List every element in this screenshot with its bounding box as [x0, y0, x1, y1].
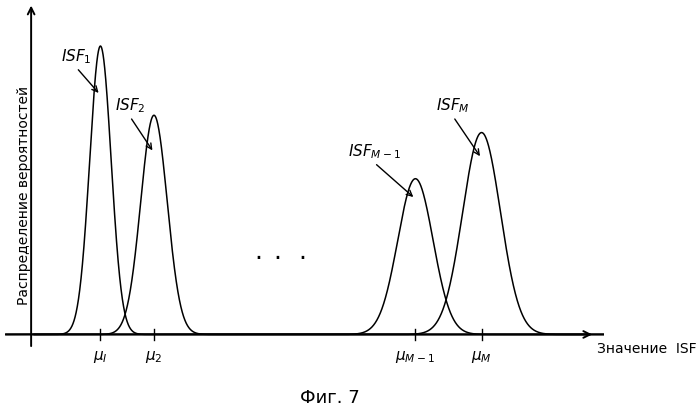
Text: $\mu_M$: $\mu_M$ [471, 349, 492, 366]
Text: $\mu_2$: $\mu_2$ [145, 349, 163, 366]
Text: Значение  ISF: Значение ISF [597, 342, 696, 356]
Text: Фиг. 7: Фиг. 7 [300, 389, 360, 407]
Text: $\cdot\;\cdot\;\cdot$: $\cdot\;\cdot\;\cdot$ [254, 244, 306, 268]
Text: $ISF_2$: $ISF_2$ [115, 97, 146, 115]
Text: $\mu_I$: $\mu_I$ [93, 349, 108, 366]
Text: $ISF_1$: $ISF_1$ [61, 47, 92, 66]
Text: Распределение вероятностей: Распределение вероятностей [17, 85, 31, 305]
Text: $ISF_M$: $ISF_M$ [436, 97, 470, 115]
Text: $\mu_{M-1}$: $\mu_{M-1}$ [395, 349, 435, 366]
Text: $ISF_{M-1}$: $ISF_{M-1}$ [348, 143, 401, 161]
